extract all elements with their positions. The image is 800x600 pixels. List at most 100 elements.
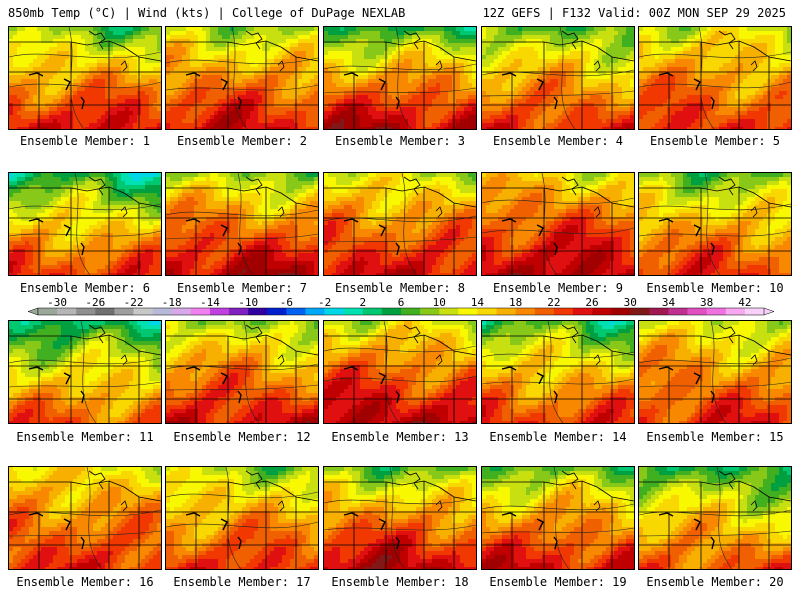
state-borders [166,30,318,129]
colorbar-tick-label: 18 [509,296,522,309]
colorbar-tick-label: 2 [359,296,366,309]
colorbar-swatch [649,308,669,315]
wind-barbs [343,366,400,404]
colorbar-swatch [725,308,746,315]
state-borders [639,30,791,129]
temperature-field [639,173,791,275]
wind-barbs [501,366,558,404]
colorbar-swatch [420,308,440,315]
colorbar-swatch [572,308,593,315]
wind-barbs [185,366,242,404]
temperature-field [639,467,791,569]
temperature-field [482,467,634,569]
temperature-field [9,321,161,423]
colorbar-swatch [706,308,727,315]
temperature-field [482,173,634,275]
ensemble-member-map [323,320,477,424]
ensemble-member-label: Ensemble Member: 18 [321,575,479,589]
colorbar-tick-label: 14 [471,296,485,309]
colorbar-swatch [611,308,631,315]
state-borders [324,30,476,129]
ensemble-member-label: Ensemble Member: 17 [163,575,321,589]
colorbar-swatch [229,308,249,315]
temperature-field [9,173,161,275]
contour-lines [166,27,318,129]
ensemble-member-label: Ensemble Member: 2 [163,134,321,148]
ensemble-member-label: Ensemble Member: 19 [479,575,637,589]
colorbar-tick-label: -14 [200,296,220,309]
ensemble-member-map [638,466,792,570]
ensemble-member-map [8,26,162,130]
contour-lines [324,467,476,569]
ensemble-member-map [323,26,477,130]
colorbar-swatch [305,308,325,315]
colorbar-tick-label: -30 [47,296,67,309]
ensemble-member-label: Ensemble Member: 11 [6,430,164,444]
wind-barbs [501,72,558,110]
colorbar-swatch [687,308,707,315]
wind-barbs [28,218,85,256]
temperature-field [324,321,476,423]
temperature-field [324,27,476,129]
colorbar-swatch [744,308,765,315]
colorbar-tick-label: -2 [318,296,331,309]
wind-barbs [185,72,242,110]
ensemble-member-map [638,320,792,424]
ensemble-member-label: Ensemble Member: 6 [6,281,164,295]
colorbar-swatch [171,308,192,315]
wind-barbs [658,218,715,256]
temperature-field [324,173,476,275]
contour-lines [639,173,791,275]
state-borders [9,324,161,423]
ensemble-member-map [165,26,319,130]
wind-barbs [28,72,85,110]
wind-barbs [28,512,85,550]
colorbar-tick-label: -6 [280,296,293,309]
temperature-field [9,27,161,129]
ensemble-member-map [165,466,319,570]
wind-barbs [343,72,400,110]
state-borders [9,30,161,129]
contour-lines [9,467,161,569]
ensemble-member-map [8,320,162,424]
temperature-field [639,27,791,129]
state-borders [482,470,634,569]
colorbar-swatch [267,308,287,315]
wind-barbs [501,512,558,550]
colorbar-tick-label: -22 [124,296,144,309]
wind-barbs [658,512,715,550]
wind-barbs [185,512,242,550]
colorbar-swatch [76,308,96,315]
ensemble-member-label: Ensemble Member: 15 [636,430,794,444]
state-borders [482,324,634,423]
contour-lines [324,173,476,275]
colorbar-tick-label: 42 [738,296,751,309]
colorbar-swatch [248,308,268,315]
colorbar-tick-label: 6 [398,296,405,309]
ensemble-member-label: Ensemble Member: 1 [6,134,164,148]
temperature-field [166,321,318,423]
colorbar-tick-label: -10 [238,296,258,309]
state-borders [639,470,791,569]
contour-lines [324,321,476,423]
contour-lines [324,27,476,129]
ensemble-member-map [481,172,635,276]
ensemble-member-label: Ensemble Member: 13 [321,430,479,444]
temperature-field [482,321,634,423]
temperature-field [9,467,161,569]
colorbar-swatch [401,308,421,315]
state-borders [639,324,791,423]
wind-barbs [28,366,85,404]
contour-lines [482,467,634,569]
colorbar-swatch [668,308,688,315]
colorbar-tick-label: -18 [162,296,182,309]
colorbar-swatch [553,308,574,315]
ensemble-member-label: Ensemble Member: 5 [636,134,794,148]
ensemble-member-map [481,26,635,130]
ensemble-member-map [481,320,635,424]
colorbar-swatch [152,308,173,315]
colorbar-tick-label: 30 [624,296,637,309]
ensemble-member-label: Ensemble Member: 9 [479,281,637,295]
wind-barbs [185,218,242,256]
temperature-field [166,27,318,129]
